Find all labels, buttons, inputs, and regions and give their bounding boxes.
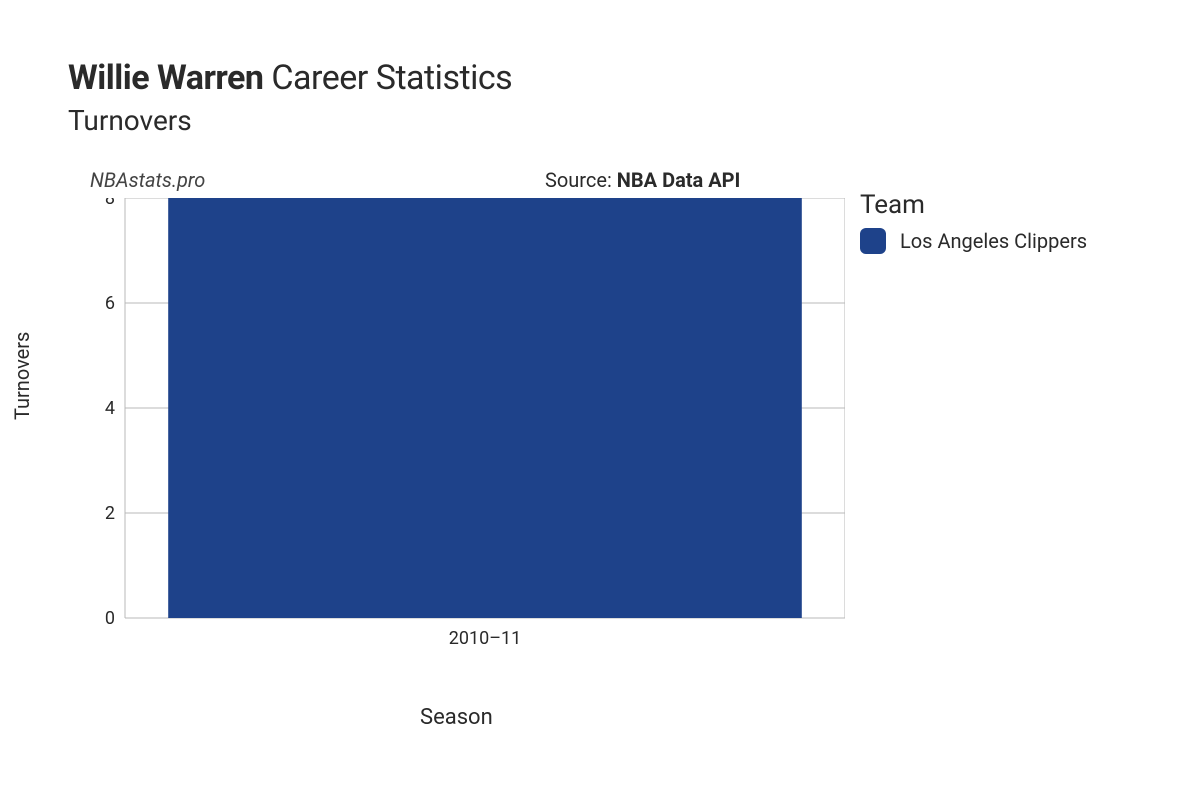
source-prefix: Source: xyxy=(545,168,617,192)
watermark: NBAstats.pro xyxy=(90,168,205,192)
y-tick-label: 2 xyxy=(105,503,115,524)
legend-swatch xyxy=(860,228,886,254)
legend-title: Team xyxy=(860,190,1087,220)
y-tick-label: 0 xyxy=(105,608,115,629)
x-tick-label: 2010–11 xyxy=(449,628,522,649)
y-axis-label: Turnovers xyxy=(10,332,34,420)
source-attribution: Source: NBA Data API xyxy=(545,168,740,192)
legend-item-label: Los Angeles Clippers xyxy=(900,229,1087,253)
chart-subtitle: Turnovers xyxy=(68,104,512,137)
chart-title-area: Willie Warren Career Statistics Turnover… xyxy=(68,58,512,137)
source-name: NBA Data API xyxy=(617,168,741,192)
chart-plot-area: 024682010–11 xyxy=(75,198,845,638)
player-name: Willie Warren xyxy=(68,58,263,98)
y-tick-label: 4 xyxy=(105,398,115,419)
chart-main-title: Willie Warren Career Statistics xyxy=(68,58,512,98)
y-tick-label: 8 xyxy=(105,198,115,209)
legend: Team Los Angeles Clippers xyxy=(860,190,1087,254)
chart-svg: 0 2 4 6 8 2010–11 xyxy=(75,198,845,668)
legend-items: Los Angeles Clippers xyxy=(860,228,1087,254)
legend-item: Los Angeles Clippers xyxy=(860,228,1087,254)
x-axis-label: Season xyxy=(420,705,493,730)
y-tick-label: 6 xyxy=(105,293,115,314)
title-suffix: Career Statistics xyxy=(271,58,512,98)
bar xyxy=(168,198,802,618)
